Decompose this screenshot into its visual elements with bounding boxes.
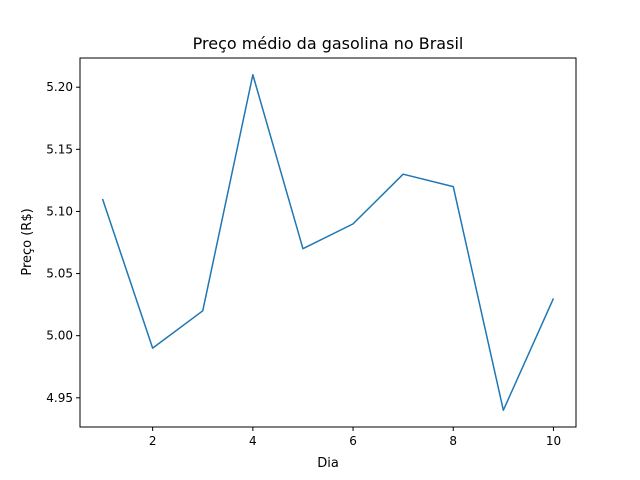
y-tick-label: 5.10: [46, 204, 73, 218]
x-axis-label: Dia: [317, 456, 339, 471]
y-axis-ticks: 4.95 5.00 5.05 5.10 5.15 5.20: [46, 80, 80, 405]
x-tick-label: 6: [349, 434, 357, 448]
y-tick-label: 4.95: [46, 391, 73, 405]
data-point: [501, 408, 505, 412]
x-tick-label: 8: [449, 434, 457, 448]
x-tick-label: 2: [149, 434, 157, 448]
y-tick-label: 5.05: [46, 267, 73, 281]
data-point: [251, 73, 255, 77]
plot-frame: [79, 57, 577, 428]
series-layer: [101, 73, 555, 412]
x-tick-label: 4: [249, 434, 257, 448]
data-point: [151, 346, 155, 350]
data-point: [101, 197, 105, 201]
data-point: [451, 185, 455, 189]
y-tick-label: 5.15: [46, 142, 73, 156]
x-axis-ticks: 2 4 6 8 10: [149, 427, 561, 448]
chart-title: Preço médio da gasolina no Brasil: [193, 34, 464, 53]
x-tick-label: 10: [546, 434, 561, 448]
y-axis-label: Preço (R$): [20, 208, 35, 275]
y-tick-label: 5.00: [46, 329, 73, 343]
y-tick-label: 5.20: [46, 80, 73, 94]
series-line: [101, 74, 555, 411]
data-point: [301, 247, 305, 251]
data-point: [401, 172, 405, 176]
plot-area: [80, 58, 576, 427]
data-point: [551, 296, 555, 300]
data-point: [201, 309, 205, 313]
data-point: [351, 222, 355, 226]
